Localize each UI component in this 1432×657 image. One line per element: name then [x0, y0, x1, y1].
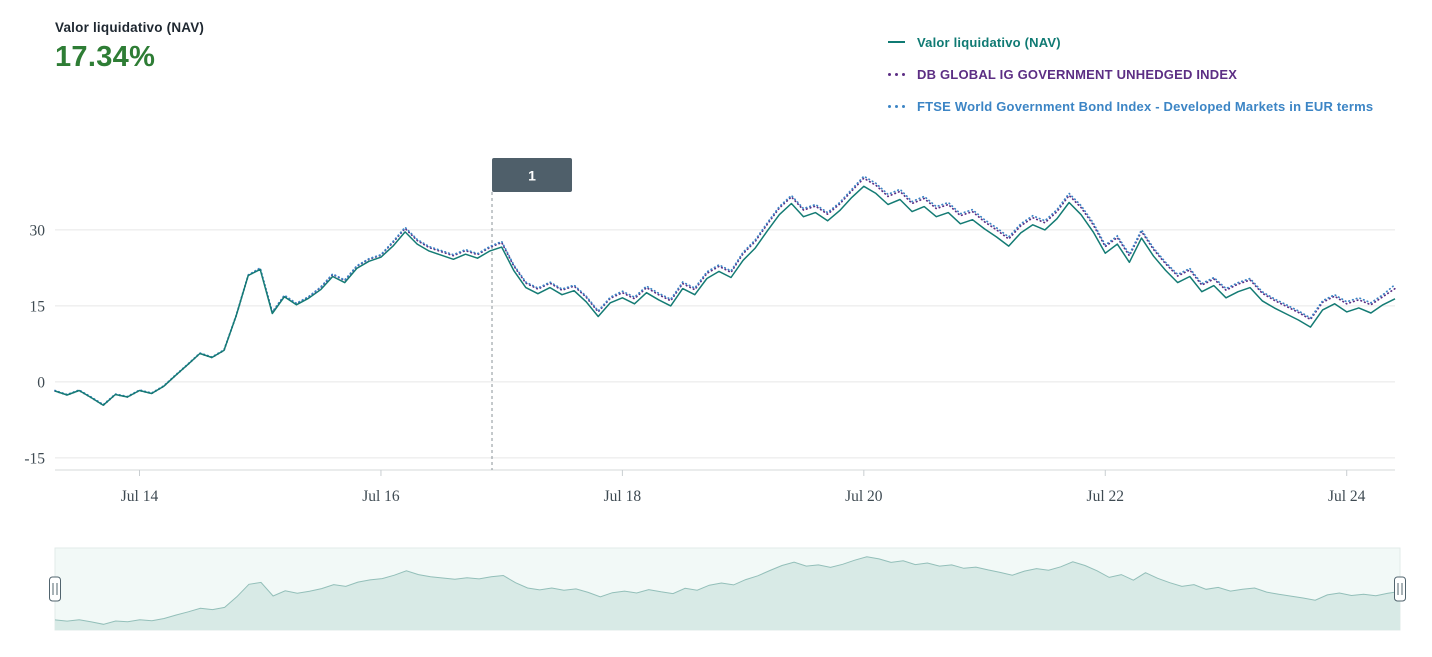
- flag-marker[interactable]: 1: [492, 158, 573, 192]
- legend-item-ftse-index[interactable]: FTSE World Government Bond Index - Devel…: [888, 90, 1373, 122]
- dotted-line-marker-icon: [888, 104, 905, 108]
- y-tick-label: 30: [30, 222, 46, 239]
- nav-return-value: 17.34%: [55, 41, 156, 73]
- dotted-line-marker-icon: [888, 72, 905, 76]
- nav-metric-label: Valor liquidativo (NAV): [55, 20, 205, 35]
- legend: Valor liquidativo (NAV) DB GLOBAL IG GOV…: [888, 26, 1373, 122]
- series-line-2[interactable]: [54, 175, 1396, 406]
- navigator-area: [55, 556, 1400, 630]
- x-tick-label: Jul 18: [604, 488, 642, 505]
- x-tick-label: Jul 22: [1087, 488, 1124, 505]
- legend-label-nav: Valor liquidativo (NAV): [917, 34, 1061, 50]
- navigator-handle-right[interactable]: [1394, 576, 1406, 602]
- x-tick-label: Jul 24: [1328, 488, 1366, 505]
- y-tick-label: -15: [24, 450, 45, 467]
- x-tick-label: Jul 14: [121, 488, 159, 505]
- navigator-line: [54, 556, 1401, 625]
- series-line-0[interactable]: [54, 185, 1396, 406]
- navigator-handle-left[interactable]: [49, 576, 61, 602]
- legend-item-db-index[interactable]: DB GLOBAL IG GOVERNMENT UNHEDGED INDEX: [888, 58, 1373, 90]
- plot-area[interactable]: [55, 163, 1395, 470]
- y-tick-label: 15: [30, 298, 46, 315]
- legend-item-nav[interactable]: Valor liquidativo (NAV): [888, 26, 1373, 58]
- chart-header: Valor liquidativo (NAV) 17.34%: [55, 20, 204, 74]
- navigator-handle-left-grip[interactable]: [49, 576, 61, 602]
- legend-label-ftse-index: FTSE World Government Bond Index - Devel…: [917, 98, 1374, 114]
- x-tick-label: Jul 20: [845, 488, 883, 505]
- navigator-handle-right-grip[interactable]: [1394, 576, 1406, 602]
- legend-label-db-index: DB GLOBAL IG GOVERNMENT UNHEDGED INDEX: [917, 66, 1238, 82]
- y-tick-label: 0: [37, 374, 45, 391]
- solid-line-marker-icon: [888, 41, 905, 43]
- flag-label: 1: [528, 168, 536, 184]
- x-tick-label: Jul 16: [362, 488, 400, 505]
- flag-box[interactable]: [492, 158, 573, 192]
